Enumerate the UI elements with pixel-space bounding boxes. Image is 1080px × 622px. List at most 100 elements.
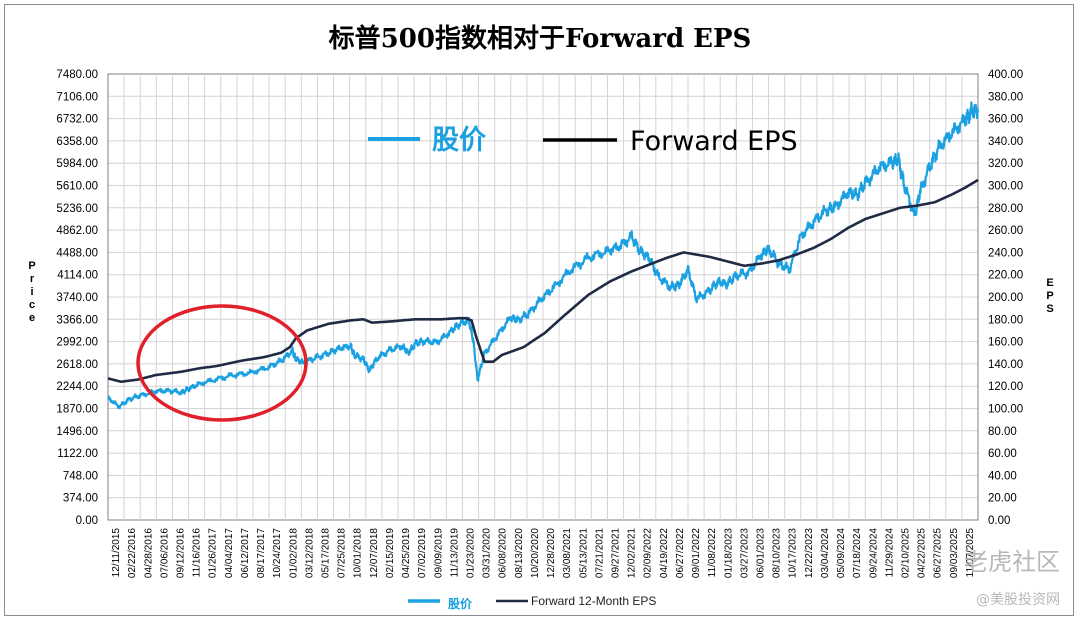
left-tick-label: 4114.00 [57,270,98,282]
x-tick-label: 01/18/2023 [723,528,734,578]
x-tick-label: 02/15/2019 [385,528,396,578]
x-tick-label: 04/28/2016 [143,528,154,578]
series-lines [107,101,980,410]
left-tick-label: 374.00 [63,493,98,505]
x-tick-label: 08/10/2023 [772,528,783,578]
eps-series-line [107,178,979,383]
right-tick-label: 360.00 [988,114,1023,126]
axis-title-letter: i [30,286,33,298]
x-tick-label: 01/23/2020 [466,528,477,578]
price-series-line [107,101,980,410]
right-axis-title: EPS [1046,277,1053,315]
right-tick-label: 20.00 [988,493,1017,505]
left-tick-label: 0.00 [76,515,98,527]
x-tick-label: 10/01/2018 [353,528,364,578]
right-axis-ticks: 400.00 380.00 360.00 340.00 320.00 300.00 280.… [988,69,1023,527]
x-tick-label: 03/12/2018 [304,528,315,578]
axis-title-letter: P [28,260,35,272]
right-tick-label: 320.00 [988,158,1023,170]
x-tick-label: 07/06/2016 [159,528,170,578]
right-tick-label: 240.00 [988,247,1023,259]
x-tick-label: 10/24/2017 [272,528,283,578]
legend-top-eps-label: Forward EPS [630,126,798,157]
right-tick-label: 200.00 [988,292,1023,304]
right-tick-label: 60.00 [988,448,1017,460]
axis-title-letter: r [30,273,35,285]
x-tick-label: 09/12/2016 [176,528,187,578]
right-tick-label: 0.00 [988,515,1010,527]
x-tick-label: 01/02/2018 [288,528,299,578]
x-tick-label: 06/12/2017 [240,528,251,578]
left-tick-label: 1496.00 [56,426,98,438]
x-tick-label: 07/18/2024 [852,528,863,578]
left-tick-label: 1870.00 [56,404,98,416]
right-tick-label: 340.00 [988,136,1023,148]
x-tick-label: 11/08/2022 [707,528,718,578]
x-tick-label: 12/07/2018 [369,528,380,578]
right-tick-label: 40.00 [988,470,1017,482]
left-tick-label: 1122.00 [57,448,98,460]
right-tick-label: 180.00 [988,314,1023,326]
x-tick-label: 04/25/2019 [401,528,412,578]
axis-title-letter: c [29,299,35,311]
x-tick-label: 11/07/2025 [965,528,976,578]
right-tick-label: 120.00 [988,381,1023,393]
x-tick-label: 03/27/2023 [739,528,750,578]
x-tick-label: 06/08/2020 [498,528,509,578]
left-tick-label: 5236.00 [56,203,98,215]
x-tick-label: 06/27/2022 [675,528,686,578]
x-tick-label: 11/29/2024 [884,528,895,578]
x-tick-label: 09/27/2021 [611,528,622,578]
x-tick-label: 10/20/2020 [530,528,541,578]
x-tick-label: 05/17/2018 [321,528,332,578]
x-tick-label: 08/13/2020 [514,528,525,578]
x-tick-label: 07/02/2019 [417,528,428,578]
right-tick-label: 80.00 [988,426,1017,438]
axis-title-letter: S [1046,303,1053,315]
left-tick-label: 6358.00 [56,136,98,148]
x-tick-label: 03/08/2021 [562,528,573,578]
legend-bottom: 股价 Forward 12-Month EPS [408,594,656,611]
left-tick-label: 3740.00 [56,292,98,304]
left-tick-label: 4862.00 [56,225,98,237]
left-tick-label: 3366.00 [56,314,98,326]
legend-top-price-label: 股价 [432,125,487,156]
x-tick-label: 12/22/2023 [804,528,815,578]
x-tick-label: 05/09/2024 [836,528,847,578]
x-tick-label: 12/02/2021 [627,528,638,578]
x-tick-label: 03/04/2024 [820,528,831,578]
right-tick-label: 400.00 [988,69,1023,81]
right-tick-label: 220.00 [988,270,1023,282]
x-tick-label: 09/09/2019 [433,528,444,578]
x-tick-label: 11/13/2019 [449,528,460,578]
x-tick-label: 07/25/2018 [337,528,348,578]
x-tick-label: 04/22/2025 [917,528,928,578]
x-tick-label: 09/03/2025 [949,528,960,578]
annotation-ellipse [136,304,308,422]
x-tick-label: 03/31/2020 [482,528,493,578]
axis-title-letter: P [1046,290,1053,302]
x-tick-label: 01/26/2017 [208,528,219,578]
left-tick-label: 2992.00 [56,337,98,349]
right-tick-label: 140.00 [988,359,1023,371]
legend-top: 股价 Forward EPS [368,125,798,157]
x-tick-label: 02/22/2016 [127,528,138,578]
x-tick-label: 02/10/2025 [901,528,912,578]
left-tick-label: 5610.00 [56,181,98,193]
x-tick-label: 12/11/2015 [111,528,122,578]
x-tick-label: 02/09/2022 [643,528,654,578]
right-tick-label: 300.00 [988,181,1023,193]
legend-bottom-price-label: 股价 [448,596,473,611]
x-tick-label: 04/19/2022 [659,528,670,578]
x-tick-label: 09/01/2022 [691,528,702,578]
legend-bottom-eps-label: Forward 12-Month EPS [531,594,656,608]
left-tick-label: 4488.00 [56,247,98,259]
x-tick-label: 09/24/2024 [868,528,879,578]
x-tick-label: 08/17/2017 [256,528,267,578]
right-tick-label: 260.00 [988,225,1023,237]
axis-title-letter: E [1046,277,1053,289]
x-tick-label: 07/21/2021 [594,528,605,578]
x-tick-label: 10/17/2023 [788,528,799,578]
